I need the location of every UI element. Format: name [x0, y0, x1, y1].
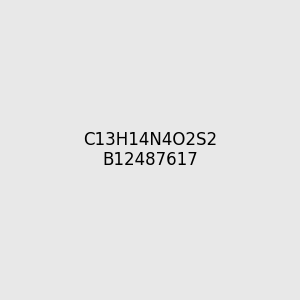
- Text: C13H14N4O2S2
B12487617: C13H14N4O2S2 B12487617: [83, 130, 217, 170]
